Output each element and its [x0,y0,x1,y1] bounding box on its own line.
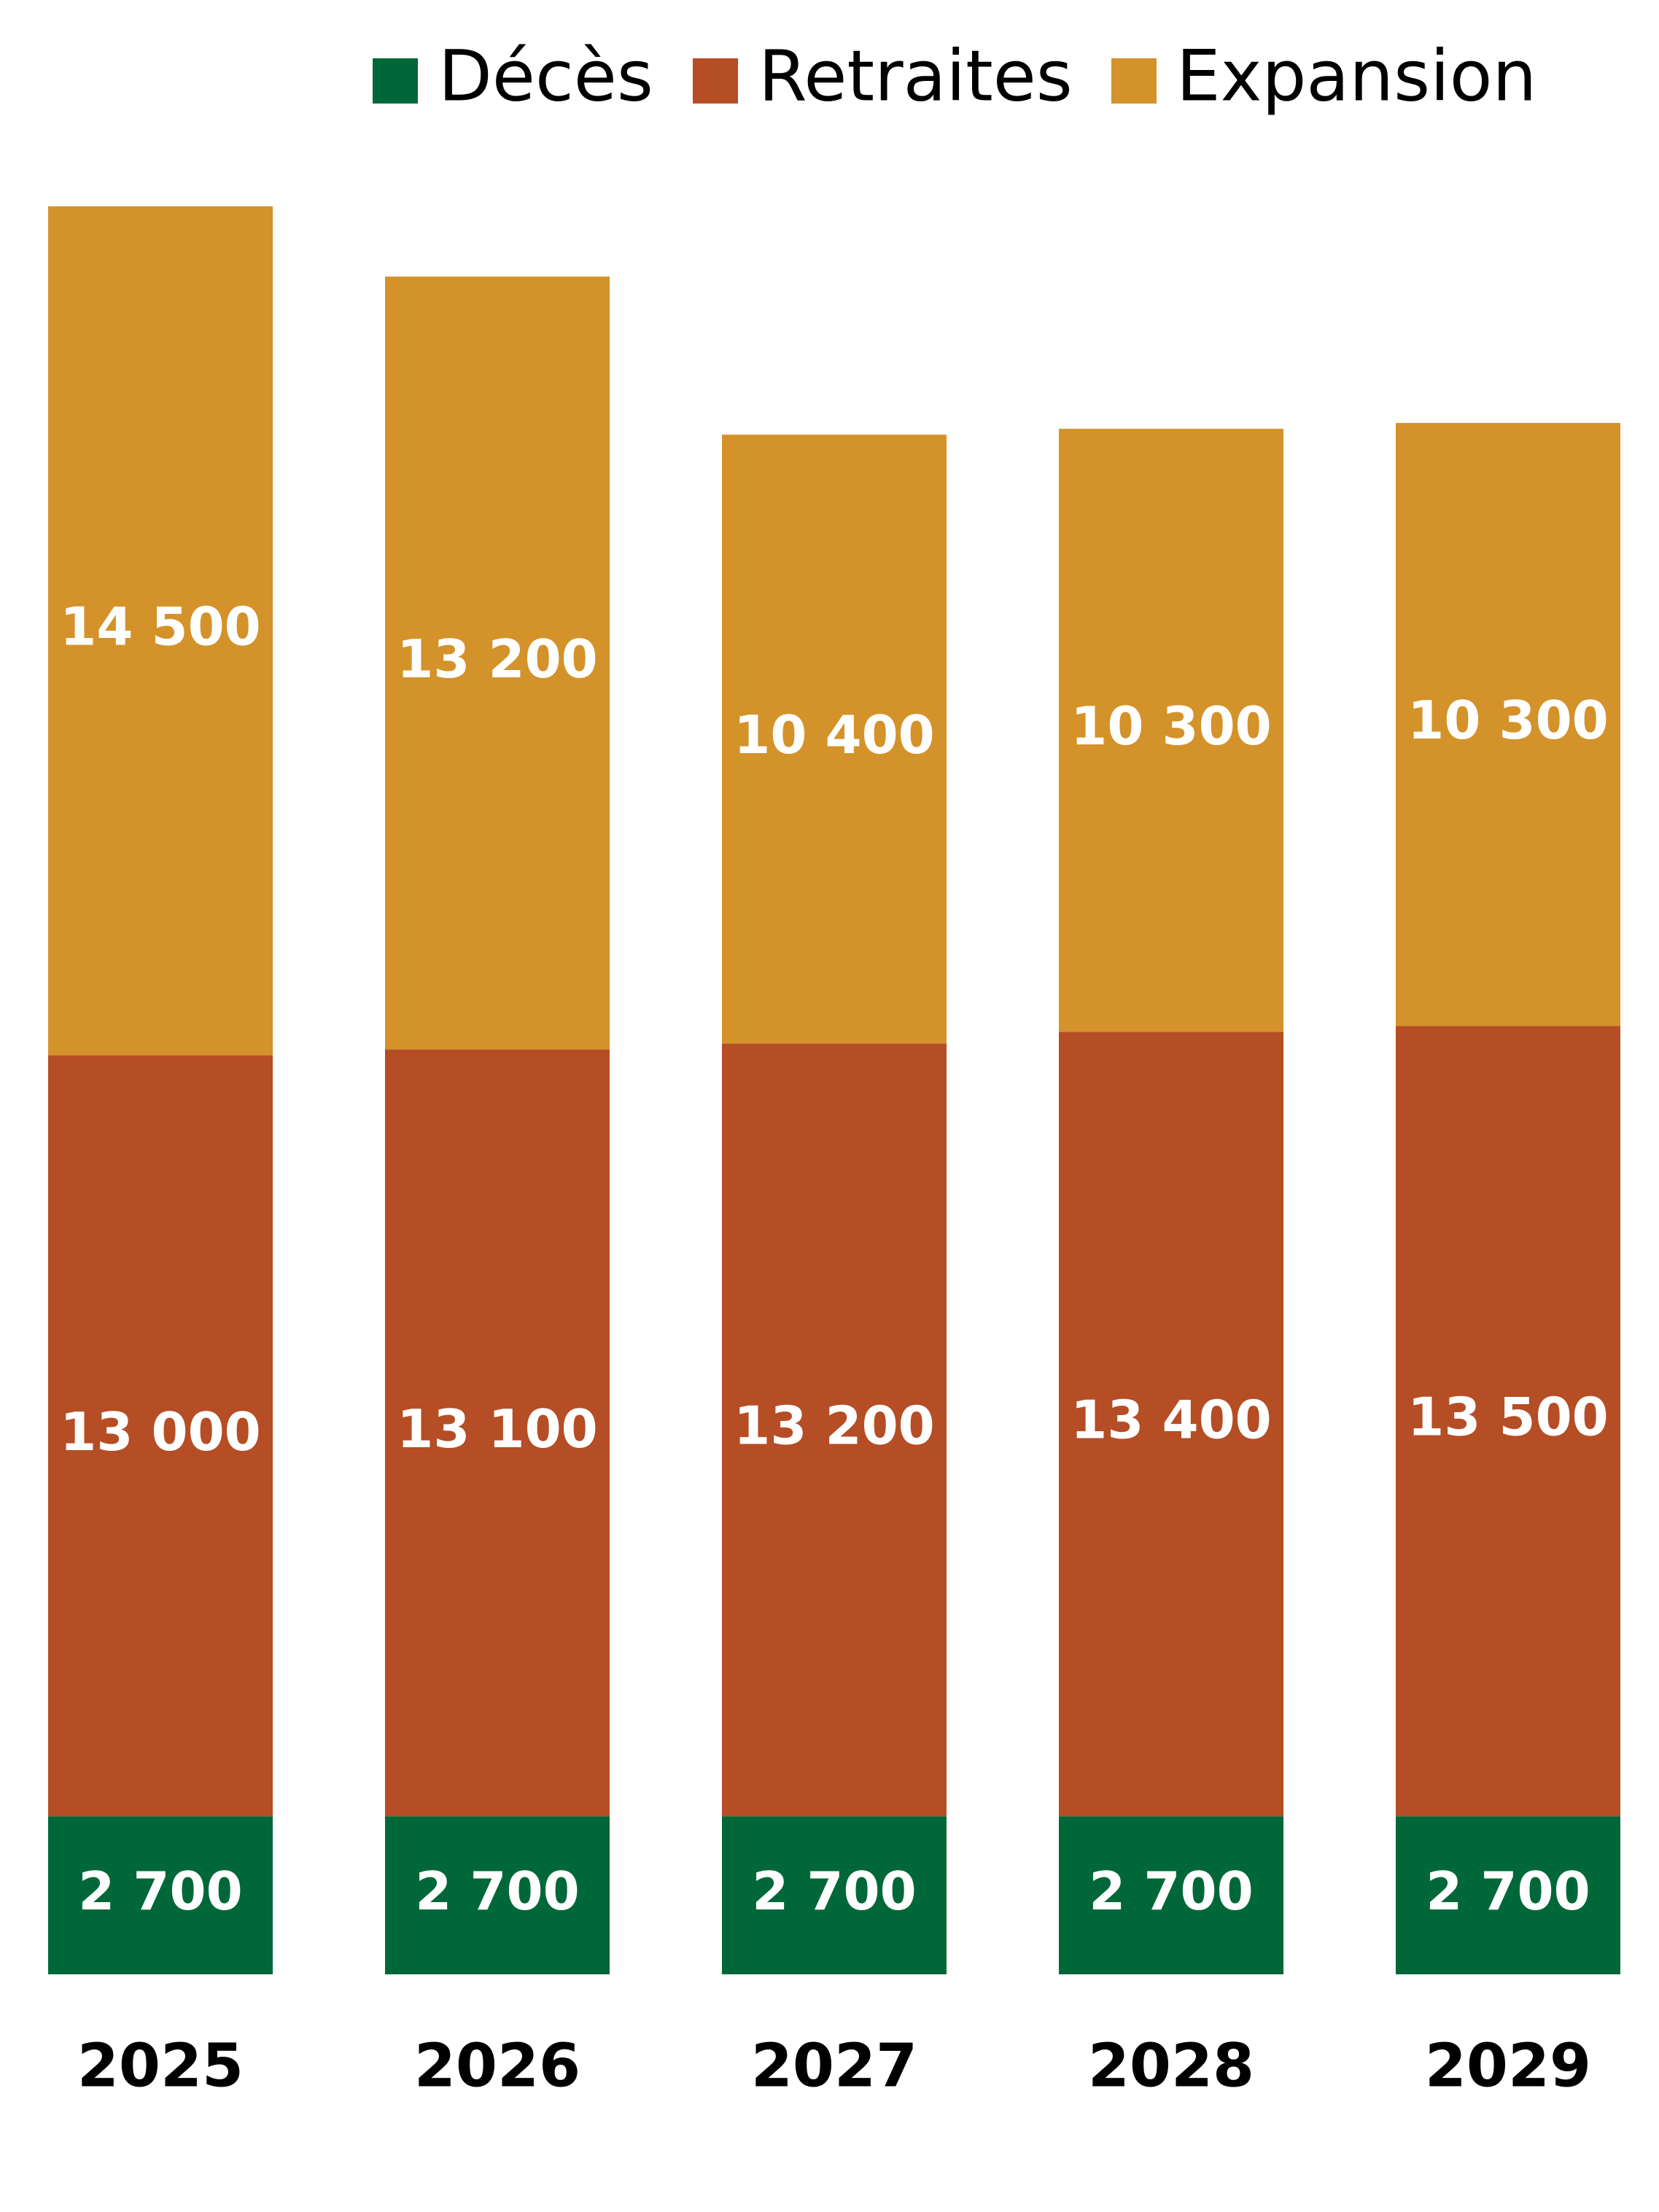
value-label: 13 100 [397,1398,598,1460]
bar-segment [1396,423,1620,1027]
legend-swatch [693,58,738,104]
value-label: 10 300 [1071,696,1272,757]
bar-segment [722,435,947,1044]
bar-segment [385,276,610,1050]
value-label: 13 400 [1071,1390,1272,1451]
legend-label: Retraites [758,35,1073,117]
bar-segment [1059,1032,1283,1817]
x-tick-label: 2025 [77,2031,244,2100]
value-label: 2 700 [1089,1861,1253,1922]
value-label: 10 300 [1407,690,1609,751]
bar-segment [385,1049,610,1817]
value-label: 13 500 [1407,1387,1609,1448]
legend-swatch [373,58,418,104]
x-tick-label: 2028 [1088,2031,1254,2100]
value-label: 2 700 [752,1861,916,1922]
bar-segment [1059,429,1283,1032]
value-label: 14 500 [60,596,261,658]
legend-label: Décès [438,35,653,117]
x-tick-label: 2027 [751,2031,917,2100]
x-tick-label: 2026 [414,2031,580,2100]
value-label: 2 700 [78,1861,242,1922]
value-label: 13 200 [734,1395,935,1457]
legend-swatch [1111,58,1157,104]
bar-segment [48,1055,273,1817]
bar-segment [722,1043,947,1817]
legend-label: Expansion [1176,35,1536,117]
bar-segment [1059,1816,1283,1974]
value-label: 2 700 [415,1861,579,1922]
bar-segment [1396,1026,1620,1817]
value-label: 13 000 [60,1401,261,1463]
bar-segment [385,1816,610,1974]
value-label: 10 400 [734,704,935,766]
bar-segment [48,206,273,1056]
x-tick-label: 2029 [1425,2031,1591,2100]
value-label: 2 700 [1426,1861,1590,1922]
bar-segment [722,1816,947,1974]
value-label: 13 200 [397,628,598,690]
bar-segment [1396,1816,1620,1974]
bar-segment [48,1816,273,1974]
